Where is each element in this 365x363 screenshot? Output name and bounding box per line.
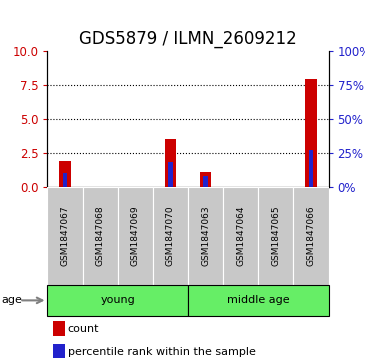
Bar: [200, 172, 211, 187]
Text: middle age: middle age: [227, 295, 289, 305]
Bar: [47, 285, 188, 316]
Text: young: young: [100, 295, 135, 305]
Bar: [188, 285, 328, 316]
Bar: [53, 344, 65, 358]
Bar: [293, 187, 328, 285]
Bar: [188, 187, 223, 285]
Bar: [258, 187, 293, 285]
Text: GSM1847068: GSM1847068: [96, 205, 105, 266]
Bar: [59, 161, 71, 187]
Bar: [82, 187, 118, 285]
Text: GSM1847070: GSM1847070: [166, 205, 175, 266]
Text: GSM1847064: GSM1847064: [236, 206, 245, 266]
Text: GSM1847065: GSM1847065: [271, 205, 280, 266]
Bar: [47, 187, 82, 285]
Text: GSM1847067: GSM1847067: [61, 205, 69, 266]
Text: age: age: [2, 295, 23, 305]
Text: GSM1847063: GSM1847063: [201, 205, 210, 266]
Bar: [153, 187, 188, 285]
Bar: [223, 187, 258, 285]
Bar: [118, 187, 153, 285]
Bar: [168, 163, 173, 187]
Bar: [305, 79, 316, 187]
Text: GSM1847066: GSM1847066: [307, 205, 315, 266]
Bar: [203, 176, 208, 187]
Text: percentile rank within the sample: percentile rank within the sample: [68, 347, 255, 357]
Title: GDS5879 / ILMN_2609212: GDS5879 / ILMN_2609212: [79, 30, 297, 48]
Text: count: count: [68, 324, 99, 334]
Bar: [53, 322, 65, 336]
Text: GSM1847069: GSM1847069: [131, 205, 140, 266]
Bar: [63, 173, 67, 187]
Bar: [165, 139, 176, 187]
Bar: [309, 150, 313, 187]
